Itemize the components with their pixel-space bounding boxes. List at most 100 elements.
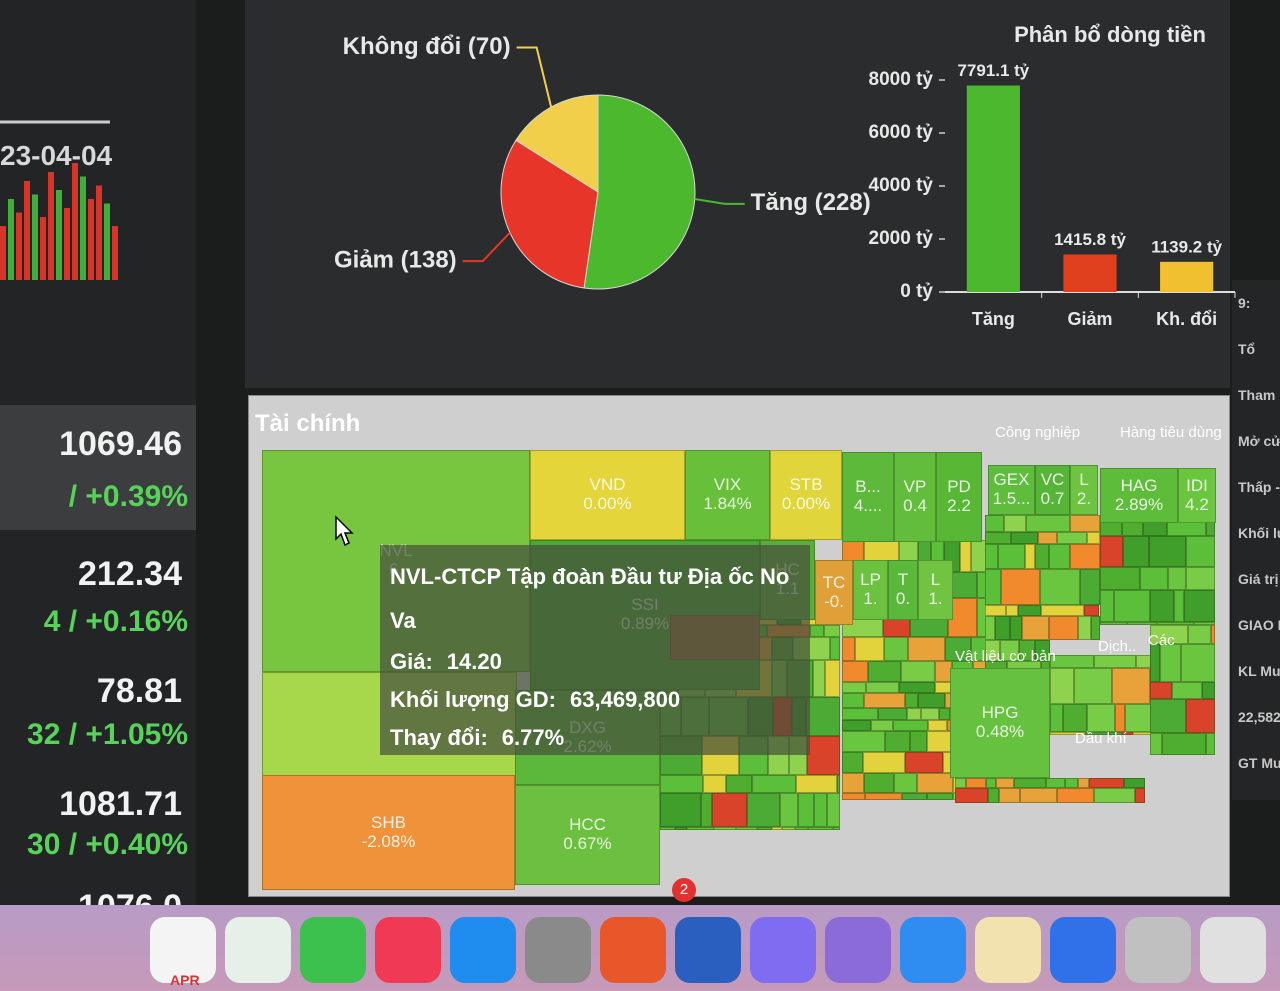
treemap-tile: VIX 1.84% (685, 450, 770, 540)
treemap-fill (1056, 788, 1094, 803)
detail-label: GIAO DỊCH N (1238, 617, 1280, 633)
treemap-fill (965, 778, 986, 789)
sector-label: Công nghiệp (995, 424, 1081, 441)
chart-panel (245, 0, 1230, 388)
index-change: 32 / +1.05% (27, 718, 188, 751)
tile-change: 1.84% (703, 494, 752, 513)
mini-bar (8, 199, 14, 280)
tile-change: 0.4 (903, 496, 927, 515)
treemap-fill (877, 708, 908, 720)
treemap-fill (1184, 590, 1215, 623)
treemap-fill (798, 793, 815, 827)
tile-change: 4.2 (1185, 494, 1209, 514)
treemap-fill (675, 826, 687, 830)
tile-ticker: STB (789, 475, 823, 495)
tile-ticker: HCC (569, 815, 606, 835)
treemap-fill (823, 624, 840, 637)
treemap-fill (826, 793, 840, 827)
tile-ticker: VC (1040, 470, 1065, 490)
mini-bar (48, 172, 54, 280)
treemap-tile: VP 0.4 (894, 452, 936, 542)
treemap-fill (1020, 788, 1057, 803)
tooltip-value: 6.77% (501, 725, 565, 750)
treemap-fill (726, 775, 752, 794)
treemap-fill (998, 788, 1021, 803)
index-value: 1069.46 (59, 425, 182, 463)
tooltip-label: Thay đổi: (390, 725, 488, 750)
treemap-fill (905, 752, 944, 773)
treemap-fill (909, 730, 927, 753)
tooltip: NVL-CTCP Tập đoàn Đầu tư Địa ốc No Va Gi… (380, 545, 810, 755)
mini-bar (104, 203, 110, 280)
treemap-tile: SHB -2.08% (262, 775, 515, 890)
treemap-fill (806, 697, 840, 736)
treemap-fill (1048, 544, 1070, 569)
treemap-fill (898, 681, 935, 693)
detail-label: Khối lượng (1238, 525, 1280, 541)
treemap-fill (863, 772, 894, 793)
treemap-fill (918, 692, 946, 709)
treemap-fill (771, 826, 782, 830)
sector-label: Dầu khí (1075, 730, 1127, 747)
tile-ticker: GEX (993, 470, 1030, 490)
treemap-fill (1122, 732, 1133, 735)
treemap-fill (1181, 643, 1215, 683)
treemap-tile: PD 2.2 (936, 452, 982, 542)
treemap-fill (1167, 566, 1186, 591)
treemap-fill (998, 544, 1026, 569)
treemap-fill (988, 788, 999, 803)
detail-panel: 9: Tổ Tham Mở cửa Thấp - C Khối lượng Giá trị G… (1232, 280, 1280, 800)
index-value: 212.34 (78, 555, 182, 593)
sector-label: Hàng tiêu dùng (1120, 424, 1222, 441)
treemap-fill (1100, 590, 1114, 623)
treemap-fill (1074, 667, 1113, 704)
treemap-fill (1064, 778, 1078, 789)
dock-icon (375, 917, 441, 983)
treemap-fill (1069, 544, 1100, 569)
treemap-fill (1086, 532, 1100, 544)
value-label: 1139.2 tỷ (1151, 237, 1222, 256)
treemap-fill (1148, 536, 1187, 567)
dock-icon (525, 917, 591, 983)
treemap-fill (842, 792, 866, 800)
tile-change: 2.89% (1114, 494, 1164, 514)
treemap-fill (985, 640, 1001, 662)
tile-change: 2.2 (947, 496, 971, 515)
treemap-fill (1186, 698, 1215, 733)
tile-ticker: VND (589, 475, 626, 495)
treemap-tile: VND 0.00% (530, 450, 685, 540)
charts: Tăng (228) Giảm (138) Không đổi (70) Phân b… (334, 22, 1236, 329)
treemap-fill (1185, 566, 1215, 591)
treemap-fill (920, 708, 939, 720)
tile-change: 0.00% (781, 494, 831, 513)
x-tick-label: Giảm (1067, 309, 1112, 329)
treemap-fill (781, 826, 795, 830)
treemap-fill (1211, 625, 1215, 644)
treemap-fill (1014, 778, 1046, 789)
treemap-fill (865, 681, 899, 693)
treemap-fill (985, 568, 1001, 605)
treemap-fill (1206, 732, 1215, 755)
treemap-fill (1093, 788, 1135, 803)
tile-ticker: TC (822, 572, 846, 592)
tooltip-row: Giá: 14.20 (390, 643, 800, 681)
treemap-fill (1150, 732, 1162, 755)
tooltip-label: Khối lượng GD: (390, 687, 556, 712)
treemap-fill (1135, 788, 1145, 803)
treemap-fill (1113, 590, 1151, 623)
treemap-tile: L 1. (918, 560, 953, 620)
tooltip-row: Thay đổi: 6.77% (390, 719, 800, 757)
treemap-fill (1040, 568, 1080, 605)
treemap-fill (1100, 622, 1128, 625)
tooltip-label: Giá: (390, 649, 433, 674)
treemap-fill (905, 692, 919, 709)
treemap-fill (842, 692, 865, 709)
bar (1160, 261, 1214, 292)
pie-label: Tăng (228) (751, 189, 871, 216)
mini-bar (96, 185, 102, 280)
treemap-fill (1161, 732, 1207, 755)
dock (0, 905, 1280, 991)
treemap-fill (985, 778, 997, 789)
dock-icon (1125, 917, 1191, 983)
treemap-fill (955, 788, 989, 803)
